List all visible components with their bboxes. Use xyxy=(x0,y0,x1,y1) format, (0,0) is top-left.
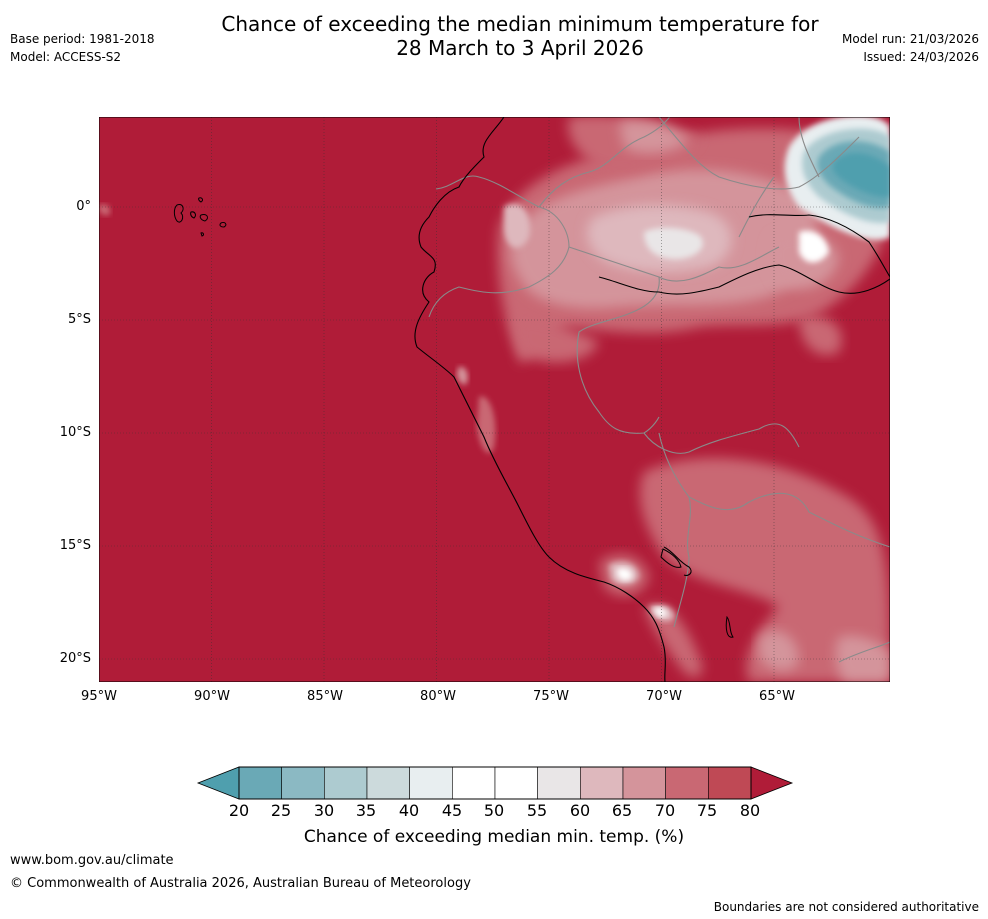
colorbar-label: Chance of exceeding median min. temp. (%… xyxy=(303,827,685,847)
colorbar-segment xyxy=(537,766,581,800)
colorbar-tick: 50 xyxy=(483,801,505,820)
coastlines xyxy=(414,117,890,682)
colorbar-over-arrow xyxy=(750,766,794,800)
base-period: Base period: 1981-2018 xyxy=(10,32,155,46)
colorbar-tick: 20 xyxy=(228,801,250,820)
ne-low-probability-field xyxy=(784,117,890,240)
colorbar-tick: 65 xyxy=(611,801,633,820)
lon-label-70w: 70°W xyxy=(646,689,682,704)
colorbar-tick: 80 xyxy=(739,801,761,820)
colorbar-tick: 30 xyxy=(313,801,335,820)
colorbar-tick: 60 xyxy=(569,801,591,820)
colorbar-segments xyxy=(238,766,752,800)
probability-map xyxy=(99,117,890,682)
colorbar-segment xyxy=(366,766,410,800)
lat-label-20s: 20°S xyxy=(59,651,91,666)
model-name: Model: ACCESS-S2 xyxy=(10,50,122,64)
lon-label-90w: 90°W xyxy=(194,689,230,704)
lat-label-5s: 5°S xyxy=(67,312,91,327)
lat-label-0: 0° xyxy=(76,199,91,214)
colorbar-tick: 45 xyxy=(441,801,463,820)
colorbar-tick: 70 xyxy=(654,801,676,820)
colorbar-segment xyxy=(409,766,453,800)
andes-probability-field xyxy=(99,204,890,682)
colorbar-frame xyxy=(238,766,752,800)
colorbar-tick: 35 xyxy=(355,801,377,820)
lat-label-15s: 15°S xyxy=(59,538,91,553)
colorbar-tick: 40 xyxy=(398,801,420,820)
colorbar-tick: 55 xyxy=(526,801,548,820)
galapagos-islands xyxy=(173,197,227,237)
lakes xyxy=(660,548,734,638)
issued-date: Issued: 24/03/2026 xyxy=(863,50,979,64)
colorbar-segment xyxy=(324,766,368,800)
colorbar-segment xyxy=(622,766,666,800)
lon-label-80w: 80°W xyxy=(420,689,456,704)
title-line-2: 28 March to 3 April 2026 xyxy=(396,36,644,60)
lat-label-10s: 10°S xyxy=(59,425,91,440)
colorbar-segment xyxy=(452,766,496,800)
colorbar-segment xyxy=(281,766,325,800)
website-link[interactable]: www.bom.gov.au/climate xyxy=(10,853,174,868)
country-boundaries xyxy=(428,117,890,663)
model-run: Model run: 21/03/2026 xyxy=(841,32,979,46)
colorbar-segment xyxy=(580,766,624,800)
colorbar-segment xyxy=(494,766,538,800)
title-line-1: Chance of exceeding the median minimum t… xyxy=(221,12,819,36)
copyright-notice: © Commonwealth of Australia 2026, Austra… xyxy=(10,876,471,891)
map-title: Chance of exceeding the median minimum t… xyxy=(0,12,988,60)
colorbar-tick: 25 xyxy=(270,801,292,820)
boundaries-disclaimer: Boundaries are not considered authoritat… xyxy=(713,900,979,914)
colorbar-segment xyxy=(238,766,282,800)
colorbar-segment xyxy=(665,766,709,800)
colorbar-tick: 75 xyxy=(696,801,718,820)
lon-label-65w: 65°W xyxy=(759,689,795,704)
lon-label-95w: 95°W xyxy=(81,689,117,704)
colorbar-segment xyxy=(708,766,752,800)
lon-label-75w: 75°W xyxy=(533,689,569,704)
colorbar xyxy=(196,766,794,800)
graticule xyxy=(99,117,890,682)
colorbar-under-arrow xyxy=(196,766,240,800)
lon-label-85w: 85°W xyxy=(307,689,343,704)
